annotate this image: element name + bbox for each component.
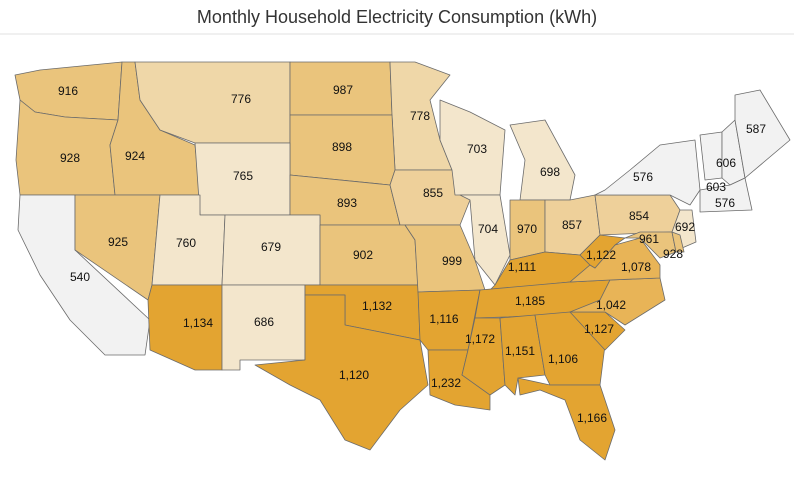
- value-label: 1,132: [362, 299, 392, 313]
- state: [509, 119, 576, 201]
- states: [14, 61, 791, 461]
- value-label: 854: [629, 209, 649, 223]
- value-label: 916: [58, 84, 78, 98]
- value-label: 1,078: [621, 260, 651, 274]
- value-label: 928: [663, 247, 683, 261]
- state: [699, 177, 753, 213]
- value-label: 587: [746, 122, 766, 136]
- value-label: 925: [108, 235, 128, 249]
- value-label: 692: [675, 220, 695, 234]
- state: [671, 231, 685, 253]
- value-label: 776: [231, 92, 251, 106]
- value-label: 1,134: [183, 316, 213, 330]
- value-label: 686: [254, 315, 274, 329]
- value-label: 1,122: [586, 248, 616, 262]
- value-label: 760: [176, 236, 196, 250]
- value-label: 902: [353, 248, 373, 262]
- value-label: 1,106: [548, 352, 578, 366]
- value-label: 855: [423, 186, 443, 200]
- value-label: 704: [478, 222, 498, 236]
- value-label: 1,120: [339, 368, 369, 382]
- value-label: 703: [467, 142, 487, 156]
- value-label: 857: [562, 218, 582, 232]
- labels: 916 928 924 776 987 778 898 765 893 855 703 698 540 9…: [58, 83, 766, 425]
- value-label: 1,111: [508, 260, 537, 274]
- value-label: 1,042: [596, 298, 626, 312]
- value-label: 987: [333, 83, 353, 97]
- state: [517, 377, 616, 461]
- value-label: 961: [639, 232, 659, 246]
- value-label: 924: [125, 149, 145, 163]
- state: [569, 277, 666, 326]
- value-label: 1,127: [584, 322, 614, 336]
- value-label: 1,185: [515, 294, 545, 308]
- value-label: 765: [233, 169, 253, 183]
- value-label: 679: [261, 240, 281, 254]
- value-label: 1,166: [577, 411, 607, 425]
- state: [254, 294, 429, 451]
- value-label: 540: [70, 270, 90, 284]
- value-label: 698: [540, 165, 560, 179]
- value-label: 576: [715, 196, 735, 210]
- state: [734, 89, 791, 179]
- value-label: 1,232: [431, 376, 461, 390]
- value-label: 1,151: [505, 344, 535, 358]
- value-label: 999: [442, 254, 462, 268]
- value-label: 898: [332, 140, 352, 154]
- map-title: Monthly Household Electricity Consumptio…: [197, 7, 597, 27]
- value-label: 970: [517, 222, 537, 236]
- value-label: 928: [60, 151, 80, 165]
- state: [569, 237, 661, 283]
- value-label: 893: [337, 196, 357, 210]
- value-label: 1,116: [429, 312, 458, 326]
- value-label: 778: [410, 109, 430, 123]
- value-label: 1,172: [465, 332, 495, 346]
- value-label: 606: [716, 156, 736, 170]
- value-label: 603: [706, 180, 726, 194]
- value-label: 576: [633, 170, 653, 184]
